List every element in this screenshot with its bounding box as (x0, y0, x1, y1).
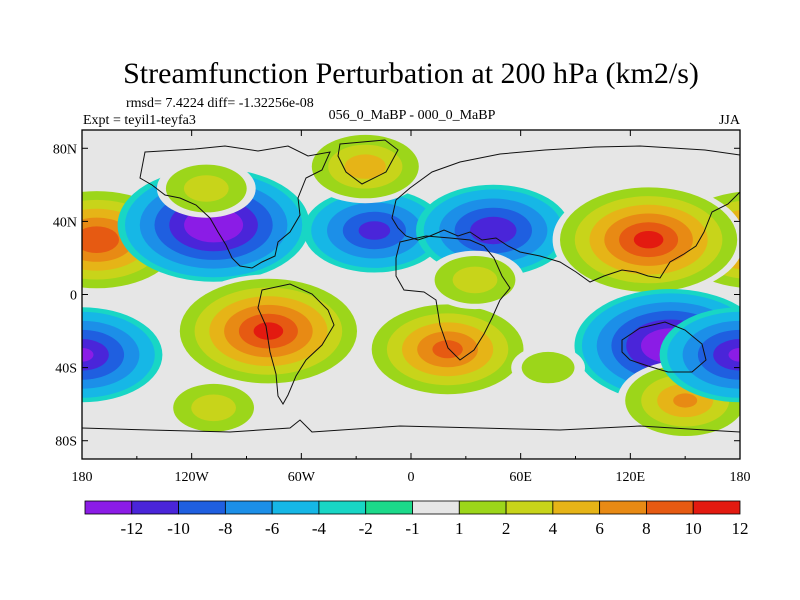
x-tick-label: 120E (616, 470, 646, 485)
colorbar-swatch (318, 500, 367, 515)
colorbar-swatch (178, 500, 226, 515)
colorbar-swatch (458, 500, 507, 515)
coastline-greenland (337, 139, 399, 185)
contour-band (633, 231, 664, 249)
coastline-antarctica (82, 419, 740, 433)
coastline-south-america (257, 283, 335, 405)
contour-band (713, 339, 740, 371)
x-tick-label: 60W (288, 470, 316, 485)
contour-band (673, 393, 698, 408)
colorbar-label: -8 (218, 519, 232, 538)
colorbar-label: -4 (312, 519, 327, 538)
contour-band (728, 348, 740, 362)
colorbar-swatch (365, 500, 413, 515)
coastline-north-america (139, 145, 331, 269)
colorbar-swatch (505, 500, 554, 515)
y-tick-label: 80N (53, 142, 77, 157)
y-tick-label: 40N (53, 215, 77, 230)
colorbar-label: 8 (642, 519, 651, 538)
colorbar-label: -1 (405, 519, 419, 538)
colorbar-label: 12 (732, 519, 749, 538)
contour-field (82, 130, 740, 441)
colorbar-label: 1 (455, 519, 464, 538)
contour-band (344, 154, 386, 179)
colorbar-label: -6 (265, 519, 279, 538)
x-tick-label: 60E (509, 470, 532, 485)
y-tick-label: 80S (55, 435, 77, 450)
plot-title: Streamfunction Perturbation at 200 hPa (… (123, 57, 699, 90)
comparison-line: 056_0_MaBP - 000_0_MaBP (329, 108, 496, 123)
colorbar-swatch (131, 500, 179, 515)
x-tick-label: 120W (175, 470, 210, 485)
contour-band (82, 348, 94, 362)
contour-band (521, 351, 575, 384)
coastline-africa (395, 235, 511, 361)
contour-band (432, 340, 463, 359)
colorbar-swatch (599, 500, 647, 515)
coastlines (82, 139, 740, 433)
coastline-eurasia (391, 145, 740, 283)
colorbar-label: 4 (549, 519, 558, 538)
contour-band (253, 322, 284, 340)
contour-band (183, 175, 229, 202)
colorbar-swatch (84, 500, 133, 515)
contour-band (82, 226, 119, 253)
colorbar-label: -12 (120, 519, 143, 538)
colorbar: -12 -10 -8 -6 -4 -2 -1 1 2 4 6 8 10 12 (84, 500, 749, 538)
colorbar-label: 10 (685, 519, 702, 538)
colorbar-label: 6 (595, 519, 604, 538)
colorbar-swatch (646, 500, 694, 515)
y-tick-label: 0 (70, 289, 77, 304)
colorbar-label: -10 (167, 519, 190, 538)
y-tick-label: 40S (55, 362, 77, 377)
coastline-australia (621, 321, 707, 373)
contour-band (452, 266, 498, 294)
colorbar-swatch (224, 500, 273, 515)
x-tick-label: 180 (730, 470, 751, 485)
x-tick-label: 0 (408, 470, 415, 485)
colorbar-swatch (692, 500, 741, 515)
season-label: JJA (719, 113, 741, 128)
contour-band (82, 339, 109, 371)
stats-line: rmsd= 7.4224 diff= -1.32256e-08 (126, 96, 314, 111)
colorbar-label: 2 (502, 519, 511, 538)
colorbar-swatch (412, 500, 460, 515)
axis-ticks: 180 120W 60W 0 60E 120E 180 80N 40N 0 40S 80S (53, 130, 751, 485)
contour-band (191, 394, 237, 422)
colorbar-swatch (552, 500, 601, 515)
contour-band (470, 216, 517, 245)
contour-band (358, 221, 391, 240)
x-tick-label: 180 (72, 470, 93, 485)
map-panel: 180 120W 60W 0 60E 120E 180 80N 40N 0 40S 80S (53, 129, 751, 485)
colorbar-label: -2 (359, 519, 373, 538)
colorbar-swatch (271, 500, 320, 515)
experiment-line: Expt = teyil1-teyfa3 (83, 113, 196, 128)
